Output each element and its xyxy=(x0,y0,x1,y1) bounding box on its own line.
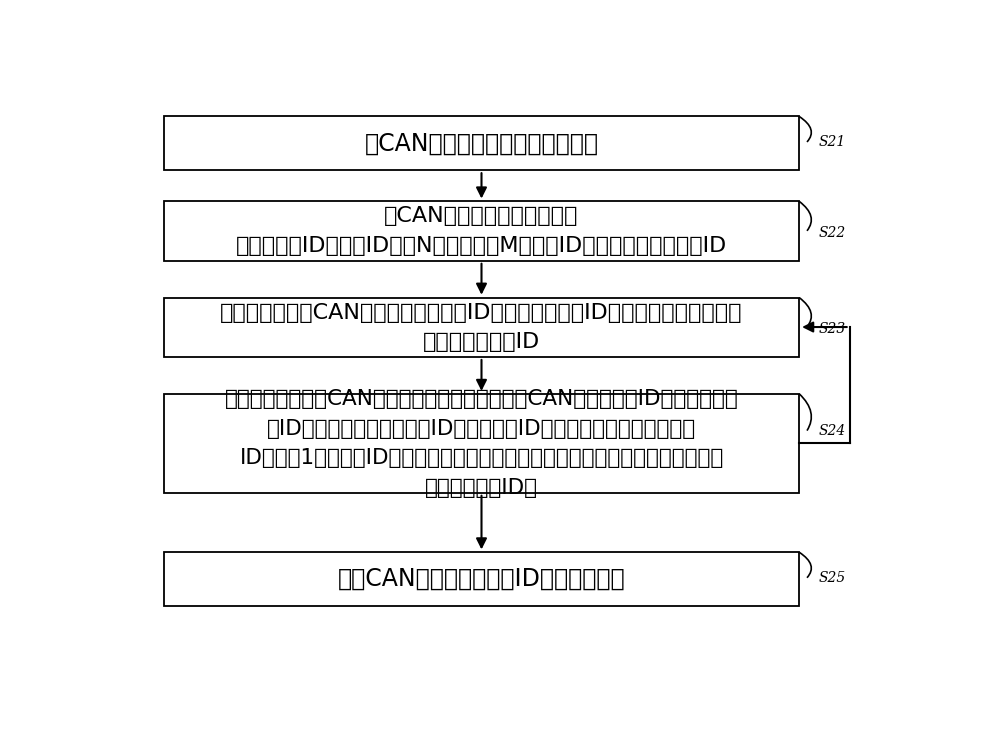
Text: 未成功发送完成的CAN节点，将收到来自发送成功CAN节点广播的ID报文，并认为
该ID已被占用，若其生成的ID与其收到的ID报文相同，自动将其生成的
ID报文加: 未成功发送完成的CAN节点，将收到来自发送成功CAN节点广播的ID报文，并认为 … xyxy=(225,389,738,498)
FancyBboxPatch shape xyxy=(164,117,799,171)
Text: S21: S21 xyxy=(819,135,846,149)
Text: 各CAN节点随机延时第二时长
，并生成一ID，所述ID包含N位随机数和M位有效ID，然后广播发送所述ID: 各CAN节点随机延时第二时长 ，并生成一ID，所述ID包含N位随机数和M位有效I… xyxy=(236,207,727,256)
Text: S23: S23 xyxy=(819,322,846,336)
Text: 所有CAN节点均已被分配ID，组网完成。: 所有CAN节点均已被分配ID，组网完成。 xyxy=(338,567,625,591)
Text: S24: S24 xyxy=(819,423,846,437)
FancyBboxPatch shape xyxy=(164,298,799,357)
Text: 各CAN节点上电侦听等待第一时长: 各CAN节点上电侦听等待第一时长 xyxy=(364,132,598,155)
FancyBboxPatch shape xyxy=(164,394,799,493)
Text: S25: S25 xyxy=(819,571,846,585)
FancyBboxPatch shape xyxy=(164,552,799,606)
FancyBboxPatch shape xyxy=(164,201,799,261)
Text: S22: S22 xyxy=(819,226,846,240)
Text: 成功发送完成的CAN节点，将其发送的ID报文设置为自身ID，其后每隔一心跳时间
发送一次该自身ID: 成功发送完成的CAN节点，将其发送的ID报文设置为自身ID，其后每隔一心跳时间 … xyxy=(220,303,743,352)
